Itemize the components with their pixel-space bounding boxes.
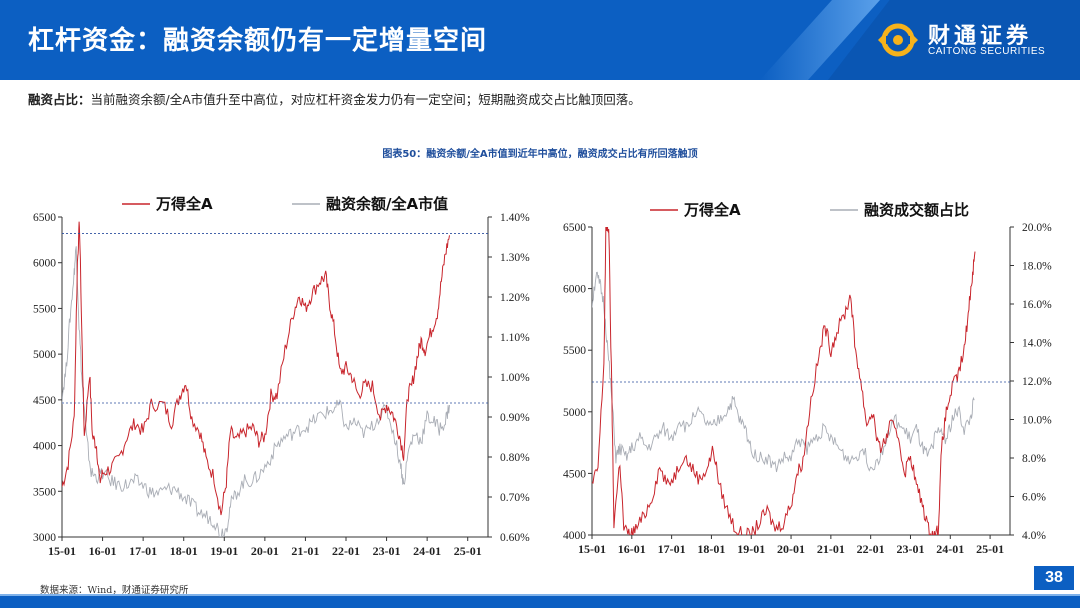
- x-tick-label: 18-01: [697, 542, 725, 556]
- y-right-tick-label: 1.30%: [500, 252, 530, 264]
- legend-label: 融资成交额占比: [864, 201, 969, 219]
- y-left-tick-label: 5500: [33, 303, 56, 315]
- y-right-tick-label: 0.60%: [500, 532, 530, 544]
- header-bar: 杠杆资金：融资余额仍有一定增量空间 财通证券 CAITONG SECURITIE…: [0, 0, 1080, 80]
- y-left-tick-label: 6000: [563, 284, 586, 296]
- x-tick-label: 19-01: [737, 542, 765, 556]
- series-line-wind-all-a: [62, 221, 450, 516]
- legend-label: 融资余额/全A市值: [326, 195, 448, 213]
- series-line-margin-ratio: [592, 271, 975, 473]
- x-tick-label: 19-01: [210, 544, 238, 558]
- y-right-tick-label: 20.0%: [1022, 222, 1052, 234]
- series-line-wind-all-a: [592, 227, 976, 535]
- page-title: 杠杆资金：融资余额仍有一定增量空间: [28, 26, 488, 56]
- y-left-tick-label: 6000: [33, 258, 56, 270]
- y-right-tick-label: 1.10%: [500, 332, 530, 344]
- y-left-tick-label: 4500: [563, 468, 586, 480]
- x-tick-label: 24-01: [413, 544, 441, 558]
- caitong-logo-icon: [878, 23, 918, 57]
- chart-margin-balance-ratio: 3000 3500 4000 4500 5000 5500 6000 6500 0.60% 0.7…: [33, 195, 530, 558]
- x-tick-label: 20-01: [777, 542, 805, 556]
- y-left-tick-label: 6500: [33, 212, 56, 224]
- y-left-tick-label: 4000: [563, 530, 586, 542]
- y-right-tick-label: 18.0%: [1022, 261, 1052, 273]
- summary-body: 当前融资余额/全A市值升至中高位，对应杠杆资金发力仍有一定空间；短期融资成交占比…: [90, 92, 641, 107]
- data-source: 数据来源：Wind，财通证券研究所: [40, 585, 189, 596]
- brand-name-en: CAITONG SECURITIES: [928, 46, 1046, 57]
- y-right-tick-label: 10.0%: [1022, 415, 1052, 427]
- x-tick-label: 22-01: [332, 544, 360, 558]
- y-right-tick-label: 0.70%: [500, 492, 530, 504]
- y-right-tick-label: 14.0%: [1022, 338, 1052, 350]
- x-tick-label: 22-01: [857, 542, 885, 556]
- page-number: 38: [1034, 566, 1074, 590]
- x-tick-label: 16-01: [618, 542, 646, 556]
- x-tick-label: 21-01: [817, 542, 845, 556]
- y-right-tick-label: 0.80%: [500, 452, 530, 464]
- y-right-tick-label: 4.0%: [1022, 530, 1046, 542]
- x-tick-label: 18-01: [170, 544, 198, 558]
- y-right-tick-label: 1.20%: [500, 292, 530, 304]
- figure-title: 图表50：融资余额/全A市值到近年中高位，融资成交占比有所回落触顶: [382, 149, 698, 160]
- brand-name-cn: 财通证券: [928, 24, 1033, 49]
- y-left-tick-label: 5000: [33, 349, 56, 361]
- x-tick-label: 23-01: [373, 544, 401, 558]
- x-tick-label: 15-01: [578, 542, 606, 556]
- x-tick-label: 17-01: [658, 542, 686, 556]
- y-left-tick-label: 5500: [563, 345, 586, 357]
- x-tick-label: 17-01: [129, 544, 157, 558]
- y-right-tick-label: 1.00%: [500, 372, 530, 384]
- footer-line: [0, 594, 1080, 596]
- x-tick-label: 21-01: [291, 544, 319, 558]
- legend-label: 万得全A: [155, 195, 213, 213]
- x-tick-label: 25-01: [454, 544, 482, 558]
- x-tick-label: 24-01: [936, 542, 964, 556]
- legend-label: 万得全A: [683, 201, 741, 219]
- x-tick-label: 20-01: [251, 544, 279, 558]
- y-left-tick-label: 4000: [33, 441, 56, 453]
- footer-bar: [0, 596, 1080, 608]
- summary-label: 融资占比：: [28, 92, 91, 107]
- y-right-tick-label: 0.90%: [500, 412, 530, 424]
- summary-text: 融资占比：当前融资余额/全A市值升至中高位，对应杠杆资金发力仍有一定空间；短期融…: [28, 89, 641, 108]
- series-line-margin-ratio: [62, 246, 450, 537]
- y-right-tick-label: 6.0%: [1022, 492, 1046, 504]
- x-tick-label: 15-01: [48, 544, 76, 558]
- chart-margin-turnover-share: 4000 4500 5000 5500 6000 6500 4.0% 6.0% 8.0% 10.0…: [563, 201, 1052, 556]
- x-tick-label: 23-01: [896, 542, 924, 556]
- y-left-tick-label: 3000: [33, 532, 56, 544]
- y-left-tick-label: 6500: [563, 222, 586, 234]
- y-left-tick-label: 4500: [33, 395, 56, 407]
- y-left-tick-label: 3500: [33, 486, 56, 498]
- y-right-tick-label: 16.0%: [1022, 299, 1052, 311]
- x-tick-label: 16-01: [89, 544, 117, 558]
- y-right-tick-label: 8.0%: [1022, 453, 1046, 465]
- y-right-tick-label: 1.40%: [500, 212, 530, 224]
- x-tick-label: 25-01: [976, 542, 1004, 556]
- y-right-tick-label: 12.0%: [1022, 376, 1052, 388]
- y-left-tick-label: 5000: [563, 407, 586, 419]
